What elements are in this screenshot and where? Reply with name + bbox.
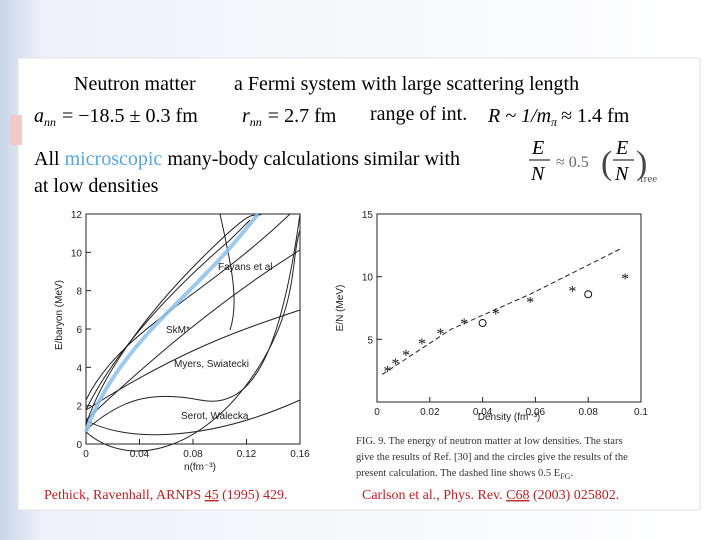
y-tick-label: 0 <box>76 440 82 451</box>
curve-label: Fayans et al <box>218 262 272 273</box>
range-text: range of int. <box>370 103 467 125</box>
y-axis-label: E/N (MeV) <box>335 285 346 332</box>
y-tick-label: 4 <box>76 363 82 374</box>
y-tick-label: 10 <box>362 273 374 284</box>
formula: R ~ 1/mπ ≈ 1.4 fm <box>487 105 630 129</box>
paren: ) <box>636 145 647 182</box>
highlight-curve <box>84 212 260 433</box>
y-tick-label: 10 <box>71 248 83 259</box>
circle-point <box>478 319 487 328</box>
reference: Pethick, Ravenhall, ARNPS 45 (1995) 429. <box>44 488 287 503</box>
star-point: * <box>460 316 468 333</box>
ratio-formula: E N ≈ 0.5 ( E N ) free <box>529 137 657 185</box>
y-tick-label: 5 <box>367 335 373 346</box>
x-tick-label: 0.02 <box>420 407 440 418</box>
curve-label: Serot, Walecka <box>181 411 249 422</box>
reference: Carlson et al., Phys. Rev. C68 (2003) 02… <box>362 488 619 503</box>
star-point: * <box>418 336 426 353</box>
statement: All microscopic many-body calculations s… <box>34 148 460 170</box>
title-right: a Fermi system with large scattering len… <box>234 73 579 95</box>
paren: ( <box>601 145 612 182</box>
y-axis-label: E/baryon (MeV) <box>54 280 65 350</box>
star-point: * <box>492 306 500 323</box>
star-point: * <box>402 347 410 364</box>
subscript: free <box>640 173 657 185</box>
formula: rnn = 2.7 fm <box>242 105 337 129</box>
y-tick-label: 15 <box>362 210 374 221</box>
star-point: * <box>436 326 444 343</box>
star-point: * <box>621 271 629 288</box>
y-tick-label: 2 <box>76 402 82 413</box>
frac-num: E <box>615 137 628 159</box>
x-axis-label: n(fm⁻³) <box>184 462 216 473</box>
accent <box>10 115 22 145</box>
star-point: * <box>391 356 399 373</box>
statement-line2: at low densities <box>34 175 159 197</box>
star-point: * <box>526 295 534 312</box>
x-tick-label: 0.06 <box>526 407 546 418</box>
circle-point <box>584 290 593 299</box>
x-tick-label: 0.1 <box>634 407 648 418</box>
star-point: * <box>568 283 576 300</box>
x-tick-label: 0.08 <box>183 449 203 460</box>
dashed-line <box>382 247 623 375</box>
approx: ≈ 0.5 <box>556 154 589 171</box>
x-tick-label: 0 <box>83 449 89 460</box>
x-tick-label: 0.16 <box>290 449 310 460</box>
x-tick-label: 0.04 <box>473 407 493 418</box>
caption: present calculation. The dashed line sho… <box>356 468 573 481</box>
y-tick-label: 12 <box>71 210 83 221</box>
content-panel <box>17 57 701 511</box>
x-axis-label: Density (fm⁻³) <box>478 412 541 423</box>
curve-label: Myers, Swiatecki <box>174 359 249 370</box>
frac-den: N <box>530 163 546 185</box>
title-left: Neutron matter <box>74 73 196 95</box>
x-tick-label: 0.08 <box>578 407 598 418</box>
y-tick-label: 6 <box>76 325 82 336</box>
right-plot-frame <box>376 213 642 403</box>
x-tick-label: 0.12 <box>237 449 257 460</box>
star-point: * <box>384 364 392 381</box>
formula: ann = −18.5 ± 0.3 fm <box>34 105 198 129</box>
caption: give the results of Ref. [30] and the ci… <box>356 452 628 463</box>
x-tick-label: 0 <box>374 407 380 418</box>
x-tick-label: 0.04 <box>130 449 150 460</box>
y-tick-label: 8 <box>76 287 82 298</box>
caption: FIG. 9. The energy of neutron matter at … <box>356 436 623 447</box>
curve-label: SkM* <box>166 325 190 336</box>
frac-den: N <box>614 163 630 185</box>
frac-num: E <box>531 137 544 159</box>
